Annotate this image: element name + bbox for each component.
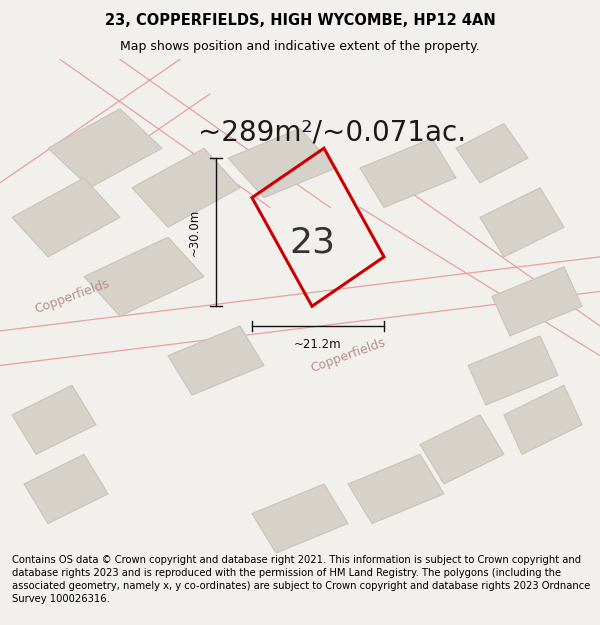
- Polygon shape: [468, 336, 558, 405]
- Polygon shape: [252, 484, 348, 553]
- Polygon shape: [360, 138, 456, 208]
- Text: ~30.0m: ~30.0m: [188, 209, 201, 256]
- Text: 23: 23: [289, 225, 335, 259]
- Polygon shape: [84, 237, 204, 316]
- Polygon shape: [504, 385, 582, 454]
- Polygon shape: [420, 415, 504, 484]
- Text: Copperfields: Copperfields: [309, 336, 387, 375]
- Polygon shape: [48, 109, 162, 188]
- Text: ~21.2m: ~21.2m: [294, 338, 342, 351]
- Text: Contains OS data © Crown copyright and database right 2021. This information is : Contains OS data © Crown copyright and d…: [12, 554, 590, 604]
- Text: Copperfields: Copperfields: [33, 277, 111, 316]
- Polygon shape: [12, 178, 120, 257]
- Polygon shape: [492, 267, 582, 336]
- Text: ~289m²/~0.071ac.: ~289m²/~0.071ac.: [198, 119, 466, 147]
- Polygon shape: [456, 124, 528, 182]
- Polygon shape: [348, 454, 444, 524]
- Polygon shape: [480, 188, 564, 257]
- Polygon shape: [228, 129, 336, 198]
- Polygon shape: [132, 148, 240, 228]
- Text: 23, COPPERFIELDS, HIGH WYCOMBE, HP12 4AN: 23, COPPERFIELDS, HIGH WYCOMBE, HP12 4AN: [104, 13, 496, 28]
- Text: Map shows position and indicative extent of the property.: Map shows position and indicative extent…: [120, 41, 480, 53]
- Polygon shape: [12, 385, 96, 454]
- Polygon shape: [24, 454, 108, 524]
- Polygon shape: [168, 326, 264, 395]
